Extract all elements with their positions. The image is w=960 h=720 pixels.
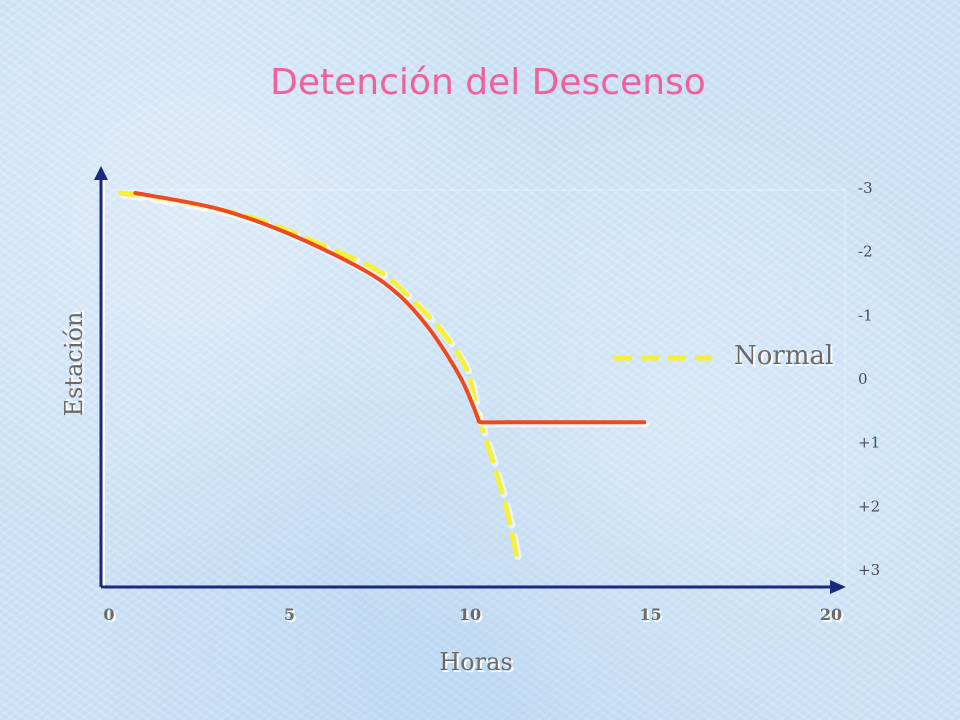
x-axis-arrow [830, 580, 846, 594]
x-axis-label-shadow: Horas [441, 650, 514, 678]
y-tick-labels: -3 -2 -1 0 +1 +2 +3 [858, 179, 880, 579]
x-tick-label: 20 [820, 605, 842, 624]
legend-label-shadow: Normal [736, 343, 835, 373]
x-tick-label-shadow: 0 [105, 607, 116, 626]
y-axis-arrow [94, 166, 108, 180]
x-tick-label-shadow: 5 [286, 607, 297, 626]
chart-axes [94, 166, 846, 594]
series-group [118, 190, 650, 568]
y-tick-label: -2 [858, 243, 873, 261]
x-axis-label: Horas [439, 648, 512, 676]
x-tick-label: 5 [284, 605, 295, 624]
series-arrest-line [133, 191, 647, 425]
y-tick-label: -1 [858, 306, 873, 324]
x-tick-label: 0 [103, 605, 114, 624]
x-tick-label-shadow: 15 [641, 607, 663, 626]
y-tick-label: +1 [858, 434, 880, 452]
y-tick-label: +2 [858, 497, 880, 515]
legend-label-normal: Normal [734, 341, 833, 371]
y-axis-label: Estación [60, 312, 88, 417]
y-axis-label-shadow: Estación [62, 310, 90, 415]
page-title: Detención del Descenso [270, 62, 706, 103]
y-tick-label: 0 [858, 370, 868, 388]
x-tick-label-shadow: 20 [822, 607, 844, 626]
y-tick-label: -3 [858, 179, 873, 197]
x-tick-label-shadow: 10 [461, 607, 483, 626]
x-tick-label: 15 [639, 605, 661, 624]
series-normal-line [118, 190, 521, 565]
y-tick-label: +3 [858, 561, 880, 579]
legend: Normal Normal [614, 341, 835, 373]
series-arrest-line-shadow [134, 192, 650, 428]
x-tick-label: 10 [459, 605, 481, 624]
